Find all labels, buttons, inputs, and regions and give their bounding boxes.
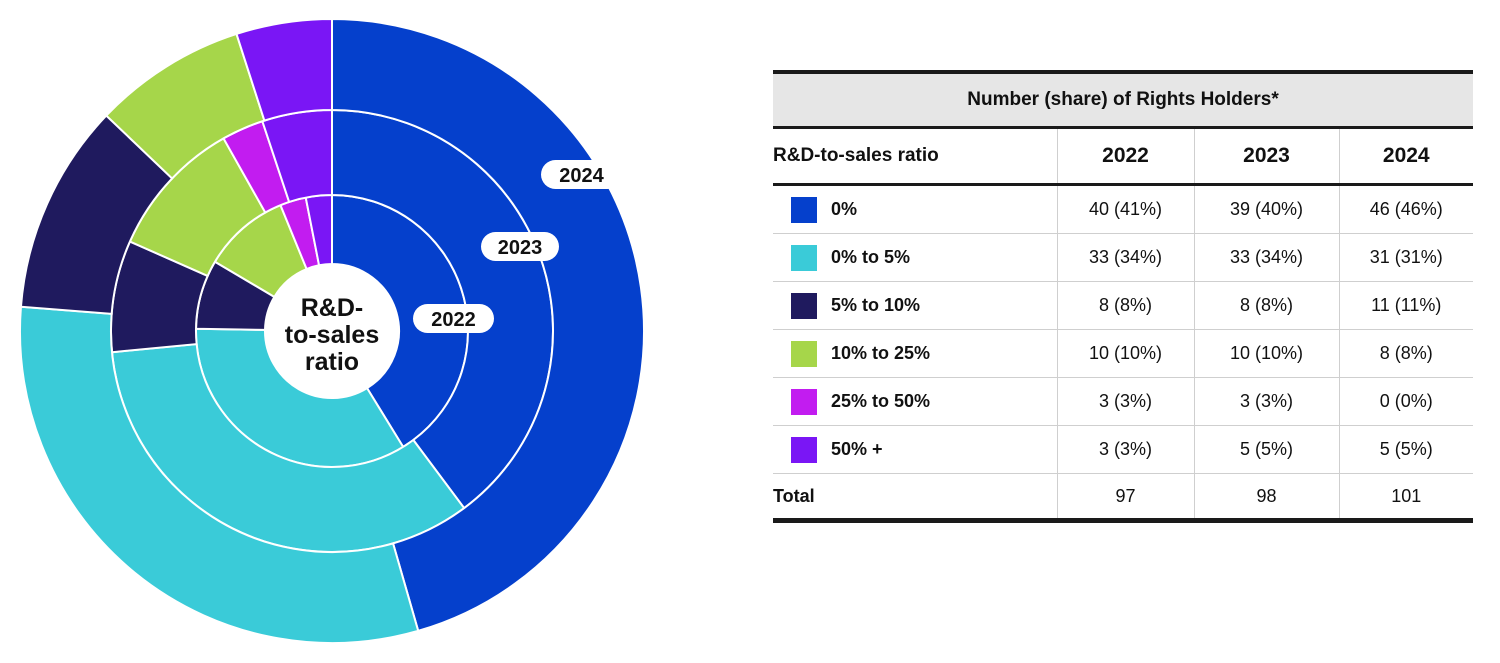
ring-label-2023: 2023: [481, 232, 559, 261]
legend-swatch: [791, 388, 817, 415]
value-cell-2024: 46 (46%): [1338, 184, 1473, 234]
total-cell-2023: 98: [1193, 473, 1339, 523]
rights-holders-table: Number (share) of Rights Holders* R&D-to…: [773, 70, 1473, 523]
category-cell: 5% to 10%: [773, 281, 1057, 330]
donut-slice-2024-5: [235, 17, 333, 122]
center-label-line-1: R&D-: [301, 294, 364, 322]
column-header-2023: 2023: [1193, 127, 1339, 186]
nested-donut-chart: R&D- to-sales ratio 2024 2023 2022: [19, 17, 645, 644]
category-label: 50% +: [831, 439, 883, 459]
legend-swatch: [791, 436, 817, 463]
category-cell: 10% to 25%: [773, 329, 1057, 378]
ring-label-2022: 2022: [413, 304, 494, 333]
value-cell-2023: 3 (3%): [1193, 377, 1339, 426]
category-label: 25% to 50%: [831, 391, 931, 411]
donut-slice-2024-1: [19, 305, 420, 644]
legend-swatch: [791, 292, 817, 319]
value-cell-2022: 40 (41%): [1056, 184, 1194, 234]
ring-label-2023-text: 2023: [498, 237, 543, 259]
table-row: 50% +3 (3%) 5 (5%) 5 (5%): [773, 425, 1473, 474]
ring-label-2024: 2024: [541, 160, 622, 189]
table-row: 10% to 25% 10 (10%) 10 (10%) 8 (8%): [773, 329, 1473, 378]
value-cell-2024: 5 (5%): [1338, 425, 1473, 474]
category-label: 10% to 25%: [831, 343, 931, 363]
donut-svg: R&D- to-sales ratio 2024 2023 2022: [19, 17, 645, 644]
table-body: 0% 40 (41%) 39 (40%) 46 (46%) 0% to 5% 33 (34…: [773, 184, 1473, 523]
total-cell-2024: 101: [1338, 473, 1473, 523]
value-cell-2023: 33 (34%): [1193, 233, 1339, 282]
value-cell-2023: 39 (40%): [1193, 184, 1339, 234]
center-label-line-3: ratio: [305, 348, 359, 376]
value-cell-2024: 11 (11%): [1338, 281, 1473, 330]
table-row: 0% to 5% 33 (34%) 33 (34%) 31 (31%): [773, 233, 1473, 282]
total-row: Total 97 98 101: [773, 473, 1473, 523]
legend-swatch: [791, 196, 817, 223]
total-label: Total: [773, 473, 1057, 523]
legend-swatch: [791, 244, 817, 271]
table-caption: Number (share) of Rights Holders*: [773, 70, 1473, 129]
category-label: 0%: [831, 199, 858, 219]
value-cell-2022: 10 (10%): [1056, 329, 1194, 378]
value-cell-2022: 33 (34%): [1056, 233, 1194, 282]
value-cell-2023: 5 (5%): [1193, 425, 1339, 474]
value-cell-2023: 8 (8%): [1193, 281, 1339, 330]
table-row: 0% 40 (41%) 39 (40%) 46 (46%): [773, 184, 1473, 234]
category-cell: 0% to 5%: [773, 233, 1057, 282]
ring-label-2022-text: 2022: [431, 309, 476, 331]
category-label: 5% to 10%: [831, 295, 921, 315]
value-cell-2022: 3 (3%): [1056, 377, 1194, 426]
value-cell-2022: 8 (8%): [1056, 281, 1194, 330]
value-cell-2024: 31 (31%): [1338, 233, 1473, 282]
table-row: 25% to 50% 3 (3%) 3 (3%) 0 (0%): [773, 377, 1473, 426]
value-cell-2024: 0 (0%): [1338, 377, 1473, 426]
category-cell: 50% +: [773, 425, 1057, 474]
value-cell-2022: 3 (3%): [1056, 425, 1194, 474]
center-label-line-2: to-sales: [285, 321, 379, 349]
column-header-category: R&D-to-sales ratio: [773, 127, 1057, 186]
category-cell: 25% to 50%: [773, 377, 1057, 426]
column-header-2022: 2022: [1056, 127, 1194, 186]
total-cell-2022: 97: [1056, 473, 1194, 523]
category-cell: 0%: [773, 184, 1057, 234]
column-header-2024: 2024: [1338, 127, 1473, 186]
category-label: 0% to 5%: [831, 247, 911, 267]
value-cell-2023: 10 (10%): [1193, 329, 1339, 378]
table-row: 5% to 10% 8 (8%) 8 (8%) 11 (11%): [773, 281, 1473, 330]
ring-label-2024-text: 2024: [559, 165, 604, 187]
donut-center-hole: [265, 264, 399, 398]
value-cell-2024: 8 (8%): [1338, 329, 1473, 378]
legend-swatch: [791, 340, 817, 367]
